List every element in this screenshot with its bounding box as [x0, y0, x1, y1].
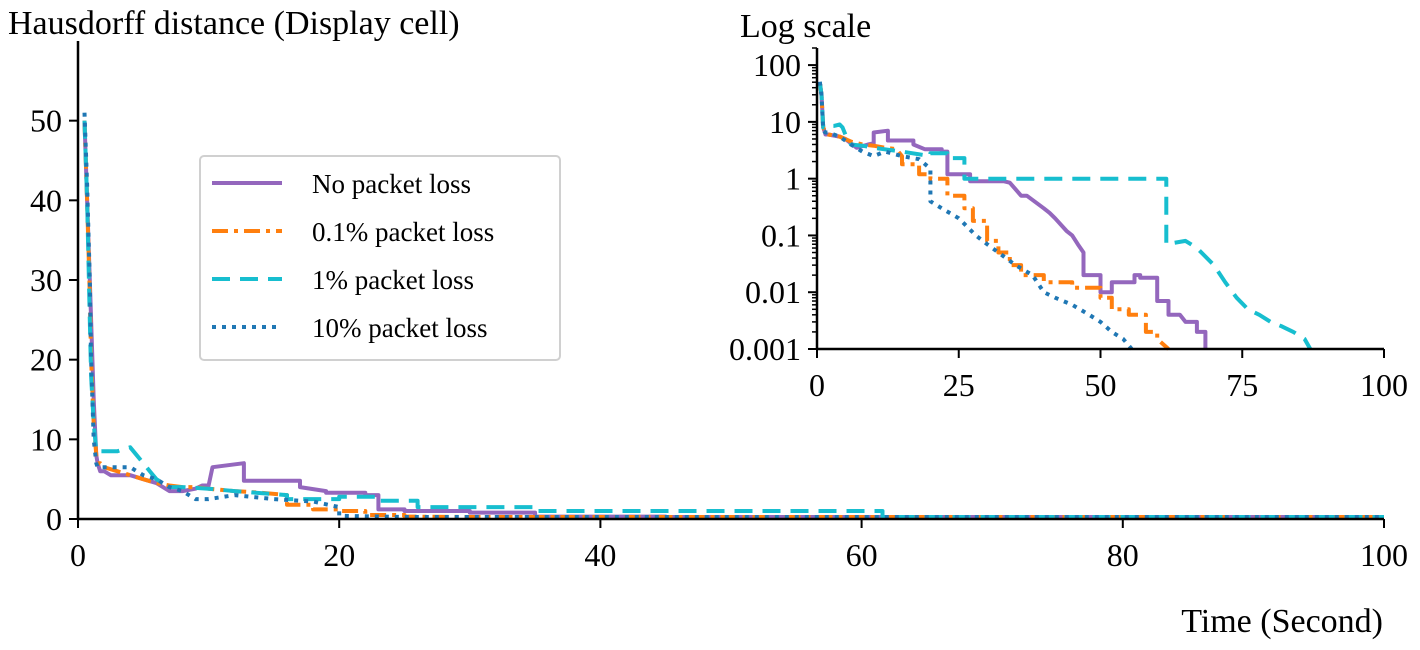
main-x-tick-label: 60 — [846, 537, 878, 573]
main-title: Hausdorff distance (Display cell) — [8, 5, 460, 42]
main-y-tick-label: 10 — [30, 421, 62, 457]
legend-frame — [199, 155, 561, 361]
main-y-tick-label: 40 — [30, 182, 62, 218]
main-xlabel: Time (Second) — [1181, 603, 1383, 640]
main-chart: Hausdorff distance (Display cell) 0 20 40 6… — [8, 5, 1408, 640]
inset-y-tick-label: 0.01 — [745, 274, 801, 310]
inset-x-tick-label: 25 — [943, 367, 975, 403]
main-y-tick-label: 30 — [30, 262, 62, 298]
main-y-tick-label: 0 — [46, 501, 62, 537]
inset-y-tick-label: 100 — [753, 47, 801, 83]
inset-y-tick-label: 10 — [769, 104, 801, 140]
legend: No packet loss 0.1% packet loss 1% packe… — [199, 155, 561, 361]
main-y-tick-label: 50 — [30, 103, 62, 139]
main-x-tick-label: 40 — [584, 537, 616, 573]
main-x-tick-label: 80 — [1107, 537, 1139, 573]
main-x-tick-label: 0 — [70, 537, 86, 573]
inset-series-group — [817, 81, 1313, 351]
inset-y-tick-label: 1 — [785, 161, 801, 197]
inset-series-line-loss-10 — [817, 81, 1134, 351]
legend-label-1-loss: 1% packet loss — [312, 265, 474, 295]
inset-title: Log scale — [740, 8, 871, 45]
main-series-line-no-packet-loss — [82, 120, 1384, 519]
inset-axes: 0 25 50 75 100 0.001 0.01 0.1 1 10 100 — [729, 47, 1408, 403]
inset-background — [700, 0, 1420, 420]
inset-x-tick-label: 75 — [1226, 367, 1258, 403]
legend-label-0-1-loss: 0.1% packet loss — [312, 217, 494, 247]
main-series-group — [82, 112, 1384, 519]
main-series-line-1-packet-loss — [82, 120, 1384, 519]
main-series-line-10-packet-loss — [82, 112, 1384, 519]
main-y-tick-label: 20 — [30, 342, 62, 378]
legend-label-no-loss: No packet loss — [312, 169, 471, 199]
inset-y-tick-label: 0.001 — [729, 331, 801, 367]
inset-x-tick-label: 100 — [1360, 367, 1408, 403]
main-x-tick-label: 100 — [1360, 537, 1408, 573]
inset-x-tick-label: 50 — [1085, 367, 1117, 403]
inset-y-tick-label: 0.1 — [761, 217, 801, 253]
legend-label-10-loss: 10% packet loss — [312, 313, 487, 343]
inset-series-line-no-loss — [817, 81, 1208, 349]
inset-series-line-loss-1 — [817, 81, 1313, 350]
inset-x-tick-label: 0 — [809, 367, 825, 403]
main-x-tick-label: 20 — [323, 537, 355, 573]
inset-series-line-loss-0-1 — [817, 81, 1170, 351]
inset-chart: Log scale 0 25 50 75 100 0.001 0.01 0.1 1 10 100 — [700, 0, 1420, 420]
